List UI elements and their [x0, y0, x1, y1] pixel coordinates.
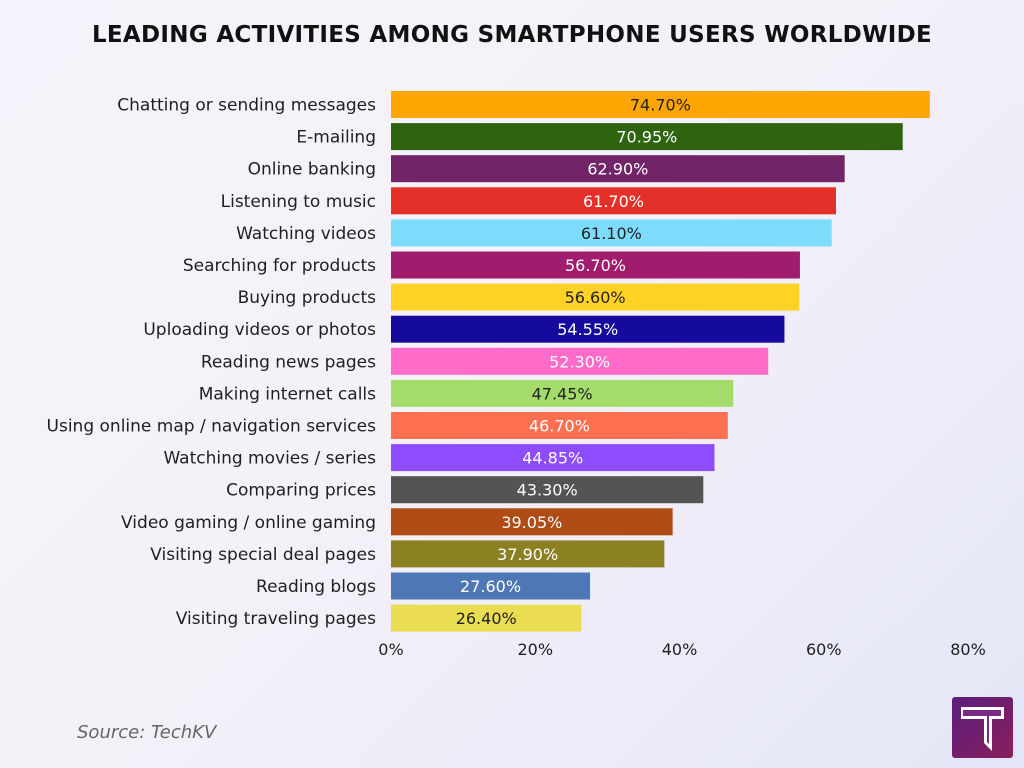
data-label: 56.70% — [565, 256, 626, 275]
category-label: Uploading videos or photos — [143, 320, 376, 340]
category-label: Watching videos — [236, 224, 376, 244]
x-tick-label: 40% — [662, 640, 698, 659]
category-label: Listening to music — [221, 192, 376, 212]
data-label: 43.30% — [517, 481, 578, 500]
bar — [391, 604, 582, 632]
bar — [391, 123, 903, 151]
category-label: E-mailing — [296, 128, 376, 148]
data-label: 44.85% — [522, 449, 583, 468]
bar — [391, 444, 715, 472]
bar — [391, 155, 845, 183]
category-label: Using online map / navigation services — [47, 417, 377, 437]
x-tick-label: 20% — [517, 640, 553, 659]
bar — [391, 412, 728, 439]
data-label: 47.45% — [532, 384, 593, 403]
bar — [391, 347, 769, 375]
category-label: Searching for products — [183, 256, 376, 276]
data-label: 46.70% — [529, 417, 590, 436]
x-tick-label: 80% — [950, 640, 986, 659]
bar — [391, 187, 837, 215]
bar — [391, 251, 800, 279]
data-label: 70.95% — [616, 128, 677, 147]
category-label: Making internet calls — [199, 384, 376, 404]
category-label: Reading blogs — [256, 577, 376, 597]
category-label: Watching movies / series — [163, 449, 376, 469]
category-label: Buying products — [238, 288, 377, 308]
category-label: Online banking — [248, 160, 376, 180]
x-tick-label: 60% — [806, 640, 842, 659]
data-label: 27.60% — [460, 577, 521, 596]
bar — [391, 283, 800, 311]
data-label: 39.05% — [501, 513, 562, 532]
category-label: Video gaming / online gaming — [121, 513, 376, 533]
category-label: Chatting or sending messages — [117, 96, 376, 116]
data-label: 61.10% — [581, 224, 642, 243]
bar — [391, 540, 665, 568]
data-label: 74.70% — [630, 96, 691, 115]
bar — [391, 476, 704, 504]
data-label: 26.40% — [456, 609, 517, 628]
category-label: Reading news pages — [201, 352, 376, 372]
data-label: 56.60% — [565, 288, 626, 307]
source-note: Source: TechKV — [77, 722, 217, 743]
bar — [391, 219, 832, 247]
bar — [391, 379, 734, 407]
category-label: Visiting traveling pages — [176, 609, 376, 629]
bar-chart: Chatting or sending messages 74.70% E-mail… — [47, 91, 986, 659]
x-tick-label: 0% — [378, 640, 403, 659]
data-label: 37.90% — [497, 545, 558, 564]
bar — [391, 572, 591, 600]
data-label: 54.55% — [557, 320, 618, 339]
techkv-logo-icon — [952, 697, 1013, 758]
data-label: 62.90% — [587, 160, 648, 179]
bar — [391, 315, 785, 343]
category-label: Comparing prices — [226, 481, 376, 501]
bar — [391, 508, 673, 536]
category-label: Visiting special deal pages — [150, 545, 376, 565]
bar — [391, 91, 930, 118]
data-label: 61.70% — [583, 192, 644, 211]
chart-title: LEADING ACTIVITIES AMONG SMARTPHONE USER… — [91, 22, 933, 48]
data-label: 52.30% — [549, 352, 610, 371]
